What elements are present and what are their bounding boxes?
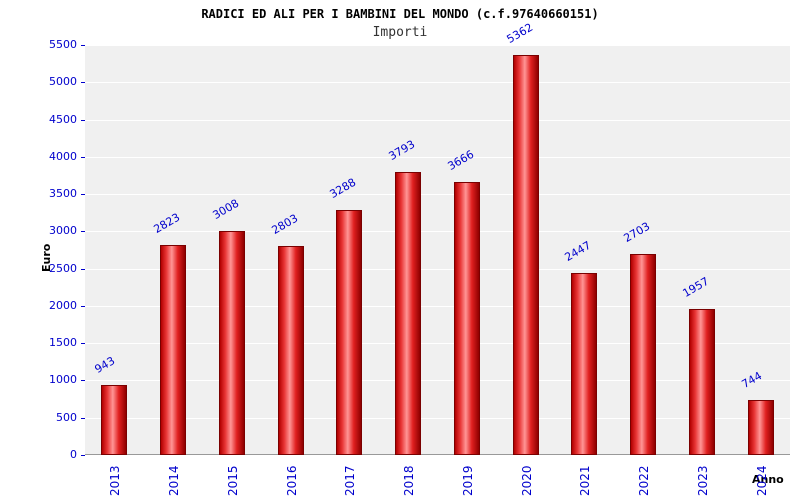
gridline <box>85 380 790 382</box>
y-tick-label: 5000 <box>49 75 77 89</box>
bar-2014 <box>160 245 187 455</box>
x-tick-label: 2015 <box>225 465 240 496</box>
y-tick-label: 500 <box>56 410 77 424</box>
y-tick-mark <box>81 231 85 233</box>
gridline <box>85 45 790 46</box>
gridline <box>85 156 790 158</box>
gridline <box>85 417 790 419</box>
bar-value-label: 2703 <box>621 219 653 245</box>
y-tick-mark <box>81 82 85 84</box>
bar-value-label: 3008 <box>210 196 242 222</box>
y-tick-mark <box>81 343 85 345</box>
y-tick-mark <box>81 45 85 46</box>
x-tick-label: 2020 <box>519 465 534 496</box>
bar-2018 <box>395 172 422 455</box>
x-tick-label: 2021 <box>578 465 593 496</box>
bar-value-label: 744 <box>739 369 764 391</box>
gridline <box>85 82 790 84</box>
chart-subtitle: Importi <box>372 25 428 40</box>
y-tick-label: 2000 <box>49 298 77 312</box>
y-tick-label: 1000 <box>49 373 77 387</box>
bar-value-label: 943 <box>92 354 118 376</box>
bar-2022 <box>630 254 657 455</box>
bar-value-label: 2447 <box>562 238 594 264</box>
gridline <box>85 268 790 270</box>
y-tick-mark <box>81 380 85 382</box>
chart-title: RADICI ED ALI PER I BAMBINI DEL MONDO (c… <box>201 7 599 21</box>
bar-2019 <box>453 182 480 455</box>
gridline <box>85 231 790 233</box>
y-tick-mark <box>81 305 85 307</box>
bar-2020 <box>512 55 539 455</box>
y-tick-label: 1500 <box>49 336 77 350</box>
y-tick-label: 0 <box>70 448 77 461</box>
x-tick-label: 2014 <box>167 465 182 496</box>
bar-2024 <box>747 400 774 455</box>
y-tick-mark <box>81 119 85 121</box>
x-tick-label: 2022 <box>637 465 652 496</box>
bar-value-label: 3793 <box>386 137 418 163</box>
x-tick-label: 2023 <box>695 465 710 496</box>
bar-2015 <box>218 231 245 455</box>
y-tick-mark <box>81 455 85 456</box>
gridline <box>85 194 790 196</box>
gridline <box>85 343 790 345</box>
x-tick-label: 2017 <box>343 465 358 496</box>
gridline <box>85 305 790 307</box>
x-tick-label: 2019 <box>460 465 475 496</box>
bar-value-label: 3288 <box>327 175 359 201</box>
gridline <box>85 119 790 121</box>
x-tick-label: 2024 <box>754 465 769 496</box>
bar-value-label: 1957 <box>680 274 712 300</box>
y-tick-mark <box>81 194 85 196</box>
y-tick-label: 3000 <box>49 224 77 238</box>
y-tick-label: 4000 <box>49 149 77 163</box>
y-tick-label: 3500 <box>49 187 77 201</box>
y-tick-label: 4500 <box>49 112 77 126</box>
y-tick-mark <box>81 417 85 419</box>
bar-2017 <box>336 210 363 455</box>
x-tick-label: 2016 <box>284 465 299 496</box>
x-tick-label: 2018 <box>402 465 417 496</box>
y-tick-label: 2500 <box>49 261 77 275</box>
x-axis-title: Anno <box>752 473 784 486</box>
y-tick-mark <box>81 268 85 270</box>
plot-area: 943 2823 3008 2803 3288 3793 3666 5362 2447 2703 1… <box>85 21 790 455</box>
bar-value-label: 2803 <box>269 211 300 237</box>
bar-2021 <box>571 273 598 455</box>
bar-2023 <box>688 309 715 455</box>
y-tick-mark <box>81 156 85 158</box>
y-tick-label: 5500 <box>49 38 77 51</box>
bar-2016 <box>277 246 304 455</box>
x-tick-label: 2013 <box>108 465 123 496</box>
bar-2013 <box>101 385 128 455</box>
bar-value-label: 3666 <box>445 147 477 173</box>
